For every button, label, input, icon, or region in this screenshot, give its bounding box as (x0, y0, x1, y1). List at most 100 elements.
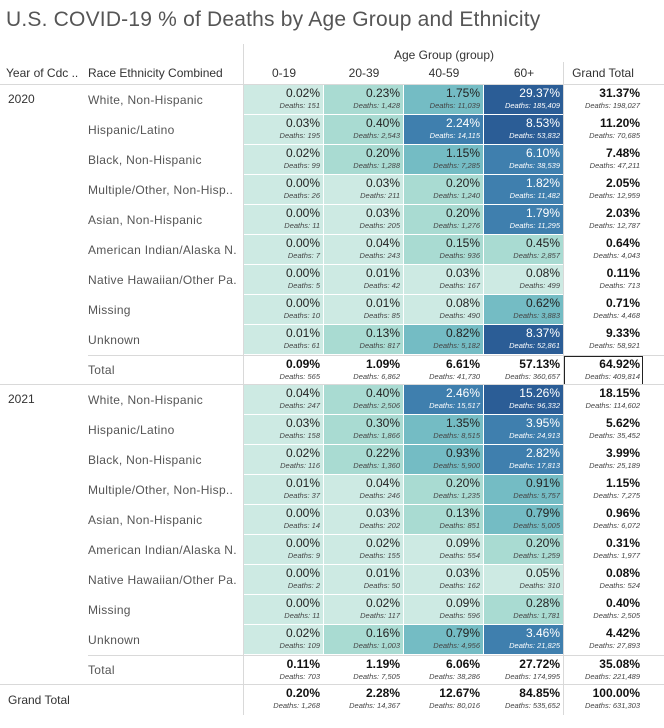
row-total-cell[interactable]: 0.08% Deaths: 524 (564, 565, 643, 594)
grand-total-cell[interactable]: 0.20% Deaths: 1,268 (244, 685, 323, 714)
data-cell[interactable]: 0.03% Deaths: 158 (244, 415, 323, 444)
data-cell[interactable]: 0.00% Deaths: 10 (244, 295, 323, 324)
data-cell[interactable]: 0.01% Deaths: 37 (244, 475, 323, 504)
data-cell[interactable]: 0.62% Deaths: 3,883 (484, 295, 563, 324)
data-cell[interactable]: 0.03% Deaths: 205 (324, 205, 403, 234)
race-column-header[interactable]: Race Ethnicity Combined (88, 66, 223, 80)
data-cell[interactable]: 0.04% Deaths: 246 (324, 475, 403, 504)
data-cell[interactable]: 0.13% Deaths: 851 (404, 505, 483, 534)
data-cell[interactable]: 1.79% Deaths: 11,295 (484, 205, 563, 234)
data-cell[interactable]: 0.03% Deaths: 202 (324, 505, 403, 534)
data-cell[interactable]: 0.28% Deaths: 1,781 (484, 595, 563, 624)
grand-total-cell[interactable]: 2.28% Deaths: 14,367 (324, 685, 403, 714)
data-cell[interactable]: 0.02% Deaths: 99 (244, 145, 323, 174)
age-column-header-0[interactable]: 0-19 (271, 66, 297, 80)
data-cell[interactable]: 0.02% Deaths: 151 (244, 85, 323, 114)
data-cell[interactable]: 0.02% Deaths: 109 (244, 625, 323, 654)
data-cell[interactable]: 0.40% Deaths: 2,543 (324, 115, 403, 144)
row-total-cell[interactable]: 3.99% Deaths: 25,189 (564, 445, 643, 474)
year-grand-total-cell[interactable]: 35.08% Deaths: 221,489 (564, 656, 643, 685)
data-cell[interactable]: 2.46% Deaths: 15,517 (404, 385, 483, 414)
age-column-header-1[interactable]: 20-39 (348, 66, 380, 80)
grand-total-cell[interactable]: 12.67% Deaths: 80,016 (404, 685, 483, 714)
data-cell[interactable]: 0.05% Deaths: 310 (484, 565, 563, 594)
data-cell[interactable]: 3.46% Deaths: 21,825 (484, 625, 563, 654)
row-total-cell[interactable]: 0.64% Deaths: 4,043 (564, 235, 643, 264)
data-cell[interactable]: 1.75% Deaths: 11,039 (404, 85, 483, 114)
data-cell[interactable]: 15.26% Deaths: 96,332 (484, 385, 563, 414)
year-total-cell[interactable]: 0.09% Deaths: 565 (244, 356, 323, 385)
data-cell[interactable]: 0.03% Deaths: 195 (244, 115, 323, 144)
data-cell[interactable]: 6.10% Deaths: 38,539 (484, 145, 563, 174)
data-cell[interactable]: 0.04% Deaths: 247 (244, 385, 323, 414)
data-cell[interactable]: 0.00% Deaths: 2 (244, 565, 323, 594)
data-cell[interactable]: 0.13% Deaths: 817 (324, 325, 403, 354)
data-cell[interactable]: 29.37% Deaths: 185,409 (484, 85, 563, 114)
data-cell[interactable]: 0.01% Deaths: 42 (324, 265, 403, 294)
data-cell[interactable]: 0.00% Deaths: 9 (244, 535, 323, 564)
data-cell[interactable]: 2.24% Deaths: 14,115 (404, 115, 483, 144)
data-cell[interactable]: 0.01% Deaths: 50 (324, 565, 403, 594)
data-cell[interactable]: 0.20% Deaths: 1,276 (404, 205, 483, 234)
data-cell[interactable]: 1.82% Deaths: 11,482 (484, 175, 563, 204)
data-cell[interactable]: 0.01% Deaths: 85 (324, 295, 403, 324)
data-cell[interactable]: 0.09% Deaths: 554 (404, 535, 483, 564)
row-total-cell[interactable]: 9.33% Deaths: 58,921 (564, 325, 643, 354)
data-cell[interactable]: 2.82% Deaths: 17,813 (484, 445, 563, 474)
year-grand-total-cell[interactable]: 64.92% Deaths: 409,814 (564, 356, 643, 385)
data-cell[interactable]: 0.09% Deaths: 596 (404, 595, 483, 624)
data-cell[interactable]: 0.16% Deaths: 1,003 (324, 625, 403, 654)
data-cell[interactable]: 0.30% Deaths: 1,866 (324, 415, 403, 444)
data-cell[interactable]: 0.08% Deaths: 499 (484, 265, 563, 294)
data-cell[interactable]: 0.08% Deaths: 490 (404, 295, 483, 324)
year-total-cell[interactable]: 1.19% Deaths: 7,505 (324, 656, 403, 685)
data-cell[interactable]: 0.23% Deaths: 1,428 (324, 85, 403, 114)
row-total-cell[interactable]: 5.62% Deaths: 35,452 (564, 415, 643, 444)
data-cell[interactable]: 0.02% Deaths: 117 (324, 595, 403, 624)
row-total-cell[interactable]: 31.37% Deaths: 198,027 (564, 85, 643, 114)
row-total-cell[interactable]: 0.11% Deaths: 713 (564, 265, 643, 294)
year-total-cell[interactable]: 1.09% Deaths: 6,862 (324, 356, 403, 385)
year-total-cell[interactable]: 6.61% Deaths: 41,730 (404, 356, 483, 385)
year-total-cell[interactable]: 6.06% Deaths: 38,286 (404, 656, 483, 685)
data-cell[interactable]: 0.20% Deaths: 1,235 (404, 475, 483, 504)
row-total-cell[interactable]: 18.15% Deaths: 114,602 (564, 385, 643, 414)
data-cell[interactable]: 0.03% Deaths: 167 (404, 265, 483, 294)
age-column-header-3[interactable]: 60+ (513, 66, 535, 80)
data-cell[interactable]: 0.79% Deaths: 4,956 (404, 625, 483, 654)
data-cell[interactable]: 8.37% Deaths: 52,861 (484, 325, 563, 354)
data-cell[interactable]: 8.53% Deaths: 53,832 (484, 115, 563, 144)
row-total-cell[interactable]: 7.48% Deaths: 47,211 (564, 145, 643, 174)
data-cell[interactable]: 0.20% Deaths: 1,259 (484, 535, 563, 564)
grand-total-cell[interactable]: 84.85% Deaths: 535,652 (484, 685, 563, 714)
year-total-cell[interactable]: 27.72% Deaths: 174,995 (484, 656, 563, 685)
row-total-cell[interactable]: 0.31% Deaths: 1,977 (564, 535, 643, 564)
data-cell[interactable]: 0.20% Deaths: 1,240 (404, 175, 483, 204)
data-cell[interactable]: 0.79% Deaths: 5,005 (484, 505, 563, 534)
data-cell[interactable]: 0.00% Deaths: 11 (244, 595, 323, 624)
year-column-header[interactable]: Year of Cdc .. (6, 66, 79, 80)
data-cell[interactable]: 0.00% Deaths: 7 (244, 235, 323, 264)
data-cell[interactable]: 0.04% Deaths: 243 (324, 235, 403, 264)
data-cell[interactable]: 0.03% Deaths: 211 (324, 175, 403, 204)
data-cell[interactable]: 0.00% Deaths: 11 (244, 205, 323, 234)
data-cell[interactable]: 3.95% Deaths: 24,913 (484, 415, 563, 444)
grand-total-column-header[interactable]: Grand Total (572, 66, 634, 80)
row-total-cell[interactable]: 0.96% Deaths: 6,072 (564, 505, 643, 534)
data-cell[interactable]: 0.02% Deaths: 116 (244, 445, 323, 474)
data-cell[interactable]: 0.93% Deaths: 5,900 (404, 445, 483, 474)
data-cell[interactable]: 0.15% Deaths: 936 (404, 235, 483, 264)
data-cell[interactable]: 0.00% Deaths: 5 (244, 265, 323, 294)
data-cell[interactable]: 0.00% Deaths: 26 (244, 175, 323, 204)
data-cell[interactable]: 0.20% Deaths: 1,288 (324, 145, 403, 174)
data-cell[interactable]: 1.15% Deaths: 7,285 (404, 145, 483, 174)
row-total-cell[interactable]: 0.40% Deaths: 2,505 (564, 595, 643, 624)
age-column-header-2[interactable]: 40-59 (428, 66, 460, 80)
data-cell[interactable]: 1.35% Deaths: 8,515 (404, 415, 483, 444)
data-cell[interactable]: 0.02% Deaths: 155 (324, 535, 403, 564)
data-cell[interactable]: 0.45% Deaths: 2,857 (484, 235, 563, 264)
row-total-cell[interactable]: 1.15% Deaths: 7,275 (564, 475, 643, 504)
year-total-cell[interactable]: 0.11% Deaths: 703 (244, 656, 323, 685)
data-cell[interactable]: 0.00% Deaths: 14 (244, 505, 323, 534)
overall-total-cell[interactable]: 100.00% Deaths: 631,303 (564, 685, 643, 714)
